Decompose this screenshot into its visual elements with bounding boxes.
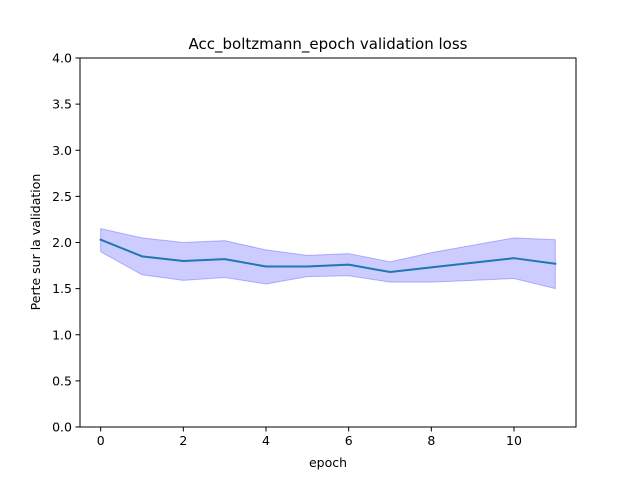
y-tick-label: 2.5 — [52, 189, 72, 204]
x-tick-label: 10 — [506, 433, 522, 448]
y-axis-label: Perte sur la validation — [28, 174, 43, 311]
y-tick-label: 2.0 — [52, 235, 72, 250]
y-tick-label: 3.5 — [52, 97, 72, 112]
x-tick-label: 2 — [179, 433, 187, 448]
y-tick-label: 1.5 — [52, 281, 72, 296]
y-tick-label: 0.5 — [52, 373, 72, 388]
series-line — [99, 238, 557, 274]
y-tick-label: 3.0 — [52, 143, 72, 158]
y-tick-label: 0.0 — [52, 420, 72, 435]
y-tick-label: 1.0 — [52, 327, 72, 342]
confidence-band — [100, 228, 556, 290]
x-tick-label: 6 — [345, 433, 353, 448]
plot-area — [99, 228, 557, 290]
x-axis-label: epoch — [309, 455, 347, 470]
x-tick-label: 4 — [262, 433, 270, 448]
y-tick-label: 4.0 — [52, 51, 72, 66]
chart-title: Acc_boltzmann_epoch validation loss — [189, 35, 468, 54]
x-tick-label: 8 — [427, 433, 435, 448]
x-tick-label: 0 — [97, 433, 105, 448]
axes: 0 2 4 6 8 10 0.0 0.5 1.0 1.5 2.0 2.5 3.0 3.5 4.0 — [52, 51, 577, 448]
